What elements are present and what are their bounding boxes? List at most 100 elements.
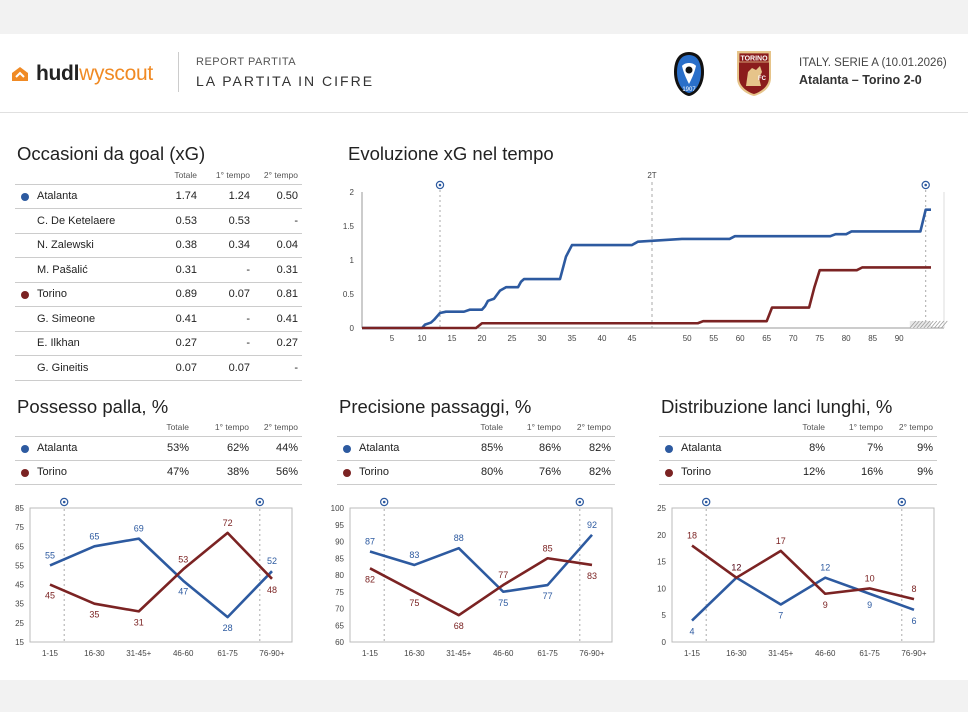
stat-value: 44% <box>253 435 302 460</box>
col-header: 2° tempo <box>898 422 933 433</box>
stat-value: 86% <box>507 435 565 460</box>
stat-value: 38% <box>193 459 253 485</box>
xg-player-row: C. De Ketelaere 0.53 0.53- <box>15 208 302 233</box>
goal-ball-icon <box>380 497 389 507</box>
goal-ball-icon <box>921 180 930 190</box>
atalanta-data-label: 88 <box>454 533 464 543</box>
torino-dot-icon <box>21 468 29 477</box>
xg-player-row: G. Gineitis 0.07 0.07- <box>15 355 302 381</box>
team-name: Torino <box>681 466 711 478</box>
torino-data-label: 53 <box>178 554 188 564</box>
xg-value: 0.07 <box>201 355 254 381</box>
row-name: Atalanta <box>37 190 78 203</box>
torino-dot-icon <box>665 468 673 477</box>
x-tick-label: 40 <box>598 334 607 343</box>
atalanta-data-label: 6 <box>911 616 916 626</box>
x-tick-label: 50 <box>683 334 692 343</box>
xg-value: 0.81 <box>254 281 302 307</box>
header-underline <box>0 112 968 113</box>
atalanta-data-label: 7 <box>778 610 783 620</box>
plot-frame <box>29 507 293 643</box>
torino-data-label: 17 <box>776 536 786 546</box>
row-name: G. Simeone <box>37 312 96 325</box>
x-tick-label: 55 <box>709 334 718 343</box>
goal-ball-icon <box>575 497 584 507</box>
col-header: Totale <box>480 422 503 433</box>
possession-table-header: Totale 1° tempo 2° tempo <box>15 419 302 436</box>
xg-value: 0.53 <box>201 208 254 233</box>
atalanta-dot-icon <box>343 444 351 453</box>
y-tick-label: 1 <box>350 256 355 265</box>
x-tick-label: 20 <box>478 334 487 343</box>
x-tick-label: 76-90+ <box>259 649 284 658</box>
goal-ball-icon <box>255 497 264 507</box>
torino-data-label: 75 <box>409 598 419 608</box>
hudl-wyscout-logo: hudlwyscout <box>10 62 153 86</box>
y-tick-label: 15 <box>657 558 666 567</box>
stat-value: 9% <box>887 459 937 485</box>
y-tick-label: 85 <box>335 554 344 563</box>
torino-dot-icon <box>21 290 29 299</box>
hudl-logo-icon <box>12 67 28 81</box>
xg-timeline-chart: 00.511.525 10 15 20 25 30 35 40 45 50 55 60 65 70 75 80… <box>343 171 948 343</box>
possession-chart: 15 25 35 45 55 65 75 85 1-15 16-30 31-45+ 46-60 61-7… <box>15 497 293 658</box>
atalanta-data-label: 77 <box>543 591 553 601</box>
x-tick-label: 61-75 <box>537 649 558 658</box>
col-header: 1° tempo <box>848 422 883 433</box>
atalanta-data-label: 83 <box>409 550 419 560</box>
xg-value: 0.07 <box>141 355 201 381</box>
longballs-table: Totale 1° tempo 2° tempo Atalanta 8% 7% 9% Tori… <box>659 419 937 485</box>
torino-data-label: 31 <box>134 617 144 627</box>
xg-value: - <box>254 208 302 233</box>
possession-team-row: Torino 47% 38% 56% <box>15 459 302 485</box>
report-type: REPORT PARTITA <box>196 56 297 68</box>
xg-player-row: E. Ilkhan 0.27-0.27 <box>15 330 302 356</box>
stoppage-time-hatch <box>909 320 948 329</box>
torino-data-label: 35 <box>89 610 99 620</box>
row-name: G. Gineitis <box>37 361 89 374</box>
competition-label: ITALY. SERIE A (10.01.2026) <box>799 57 947 69</box>
torino-crest-fc: FC <box>758 76 767 82</box>
x-tick-label: 35 <box>568 334 577 343</box>
stat-value: 9% <box>887 435 937 460</box>
xg-value: 0.07 <box>201 281 254 307</box>
passing-table: Totale 1° tempo 2° tempo Atalanta 85% 86% 82% T… <box>337 419 615 485</box>
y-tick-label: 25 <box>657 504 666 513</box>
team-name: Atalanta <box>359 442 400 454</box>
stat-value: 7% <box>829 435 887 460</box>
longballs-team-row: Atalanta 8% 7% 9% <box>659 435 937 460</box>
brand-hudl: hudl <box>36 62 80 85</box>
col-header: Totale <box>802 422 825 433</box>
team-name: Atalanta <box>681 442 722 454</box>
longballs-team-row: Torino 12% 16% 9% <box>659 459 937 485</box>
y-tick-label: 90 <box>335 538 344 547</box>
y-tick-label: 10 <box>657 584 666 593</box>
stat-value: 53% <box>133 435 193 460</box>
torino-data-label: 72 <box>223 518 233 528</box>
col-header-total: Totale <box>174 169 197 180</box>
xg-value: - <box>254 355 302 381</box>
stat-value: 82% <box>565 435 615 460</box>
passing-team-row: Torino 80% 76% 82% <box>337 459 615 485</box>
col-header-first-half: 1° tempo <box>215 169 250 180</box>
y-tick-label: 25 <box>15 619 24 628</box>
passing-chart: 60 65 70 75 80 85 90 95 100 1-15 16-30 31-45+ 46-60 6… <box>331 497 613 658</box>
goal-ball-icon <box>60 497 69 507</box>
x-tick-label: 46-60 <box>173 649 194 658</box>
x-tick-label: 60 <box>736 334 745 343</box>
longballs-table-header: Totale 1° tempo 2° tempo <box>659 419 937 436</box>
atalanta-data-label: 12 <box>731 563 741 573</box>
atalanta-dot-icon <box>21 192 29 201</box>
xg-value: 0.53 <box>141 208 201 233</box>
plot-frame <box>671 507 935 643</box>
atalanta-crest-year: 1907 <box>682 87 696 93</box>
xg-value: - <box>201 306 254 331</box>
col-header: 2° tempo <box>576 422 611 433</box>
row-name: Torino <box>37 288 67 301</box>
x-tick-label: 76-90+ <box>579 649 604 658</box>
x-tick-label: 10 <box>418 334 427 343</box>
xg-value: 0.41 <box>254 306 302 331</box>
xg-table-title: Occasioni da goal (xG) <box>17 143 206 164</box>
atalanta-data-label: 4 <box>689 627 694 637</box>
x-tick-label: 25 <box>508 334 517 343</box>
